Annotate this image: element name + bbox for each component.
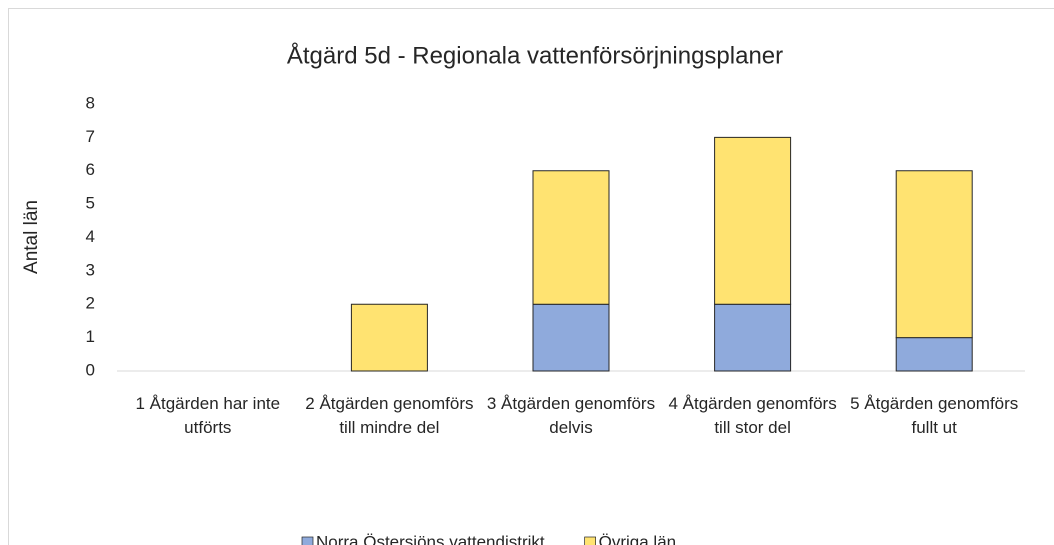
- bar-segment: [895, 337, 973, 372]
- y-tick-label: 0: [86, 360, 95, 379]
- y-tick-label: 5: [86, 194, 95, 213]
- x-tick-label: 4 Åtgärden genomförs till stor del: [668, 394, 837, 437]
- x-tick-label: 1 Åtgärden har inte utförts: [135, 394, 281, 437]
- y-tick-label: 4: [86, 227, 95, 246]
- y-tick-label: 7: [86, 127, 95, 146]
- chart-title: Åtgärd 5d - Regionala vattenförsörjnings…: [287, 41, 783, 69]
- bar-segment: [714, 136, 792, 305]
- x-tick-label: 5 Åtgärden genomförs fullt ut: [850, 394, 1019, 437]
- y-tick-label: 2: [86, 294, 95, 313]
- chart-frame: [8, 8, 1054, 545]
- x-tick-label: 2 Åtgärden genomförs till mindre del: [305, 394, 474, 437]
- x-tick-label: 3 Åtgärden genomförs delvis: [486, 394, 656, 437]
- legend-label: Norra Östersjöns vattendistrikt: [316, 532, 545, 545]
- y-tick-label: 6: [86, 160, 95, 179]
- y-tick-label: 8: [86, 93, 95, 112]
- bar-segment: [350, 303, 428, 372]
- legend-swatch: [301, 536, 314, 545]
- y-tick-label: 3: [86, 260, 95, 279]
- y-tick-label: 1: [86, 327, 95, 346]
- bar-segment: [532, 303, 610, 372]
- bar-segment: [714, 303, 792, 372]
- y-axis-label: Antal län: [21, 200, 42, 274]
- legend-label: Övriga län: [599, 532, 676, 545]
- bar-segment: [532, 170, 610, 305]
- bar-segment: [895, 170, 973, 339]
- legend-swatch: [584, 536, 596, 545]
